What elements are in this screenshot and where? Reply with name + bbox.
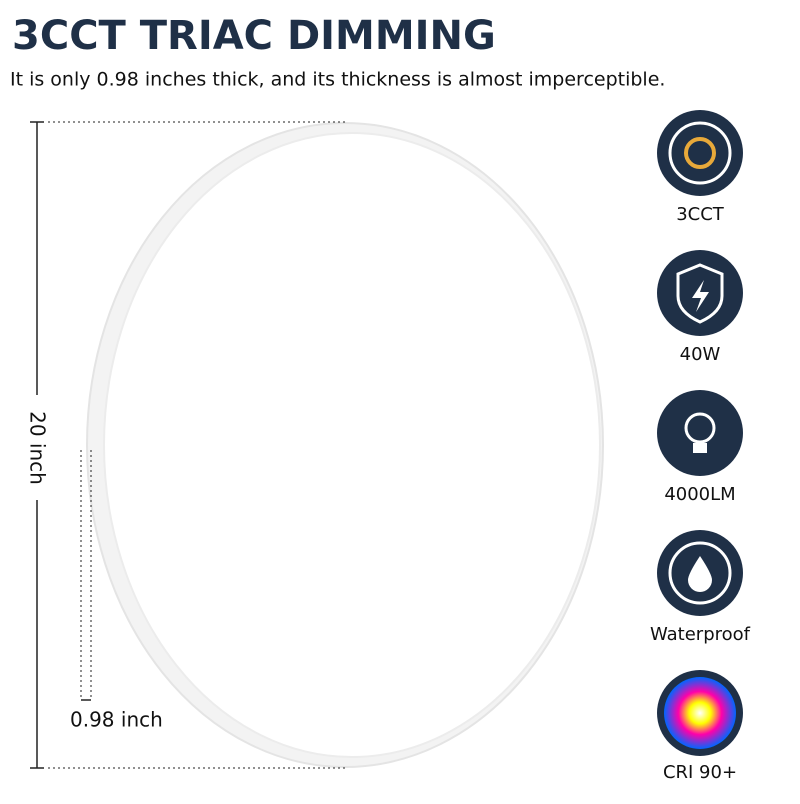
diameter-label: 20 inch bbox=[26, 411, 50, 485]
feature-label: CRI 90+ bbox=[663, 762, 737, 783]
feature-icons bbox=[657, 110, 743, 756]
dimension-lines bbox=[30, 121, 345, 769]
feature-label: 4000LM bbox=[664, 484, 735, 505]
title: 3CCT TRIAC DIMMING bbox=[12, 13, 496, 59]
ring-lamp bbox=[86, 122, 604, 768]
feature-label: 40W bbox=[680, 344, 721, 365]
thickness-label: 0.98 inch bbox=[70, 708, 163, 732]
feature-label: 3CCT bbox=[676, 204, 725, 225]
feature-label: Waterproof bbox=[650, 624, 751, 645]
subtitle: It is only 0.98 inches thick, and its th… bbox=[10, 69, 665, 91]
